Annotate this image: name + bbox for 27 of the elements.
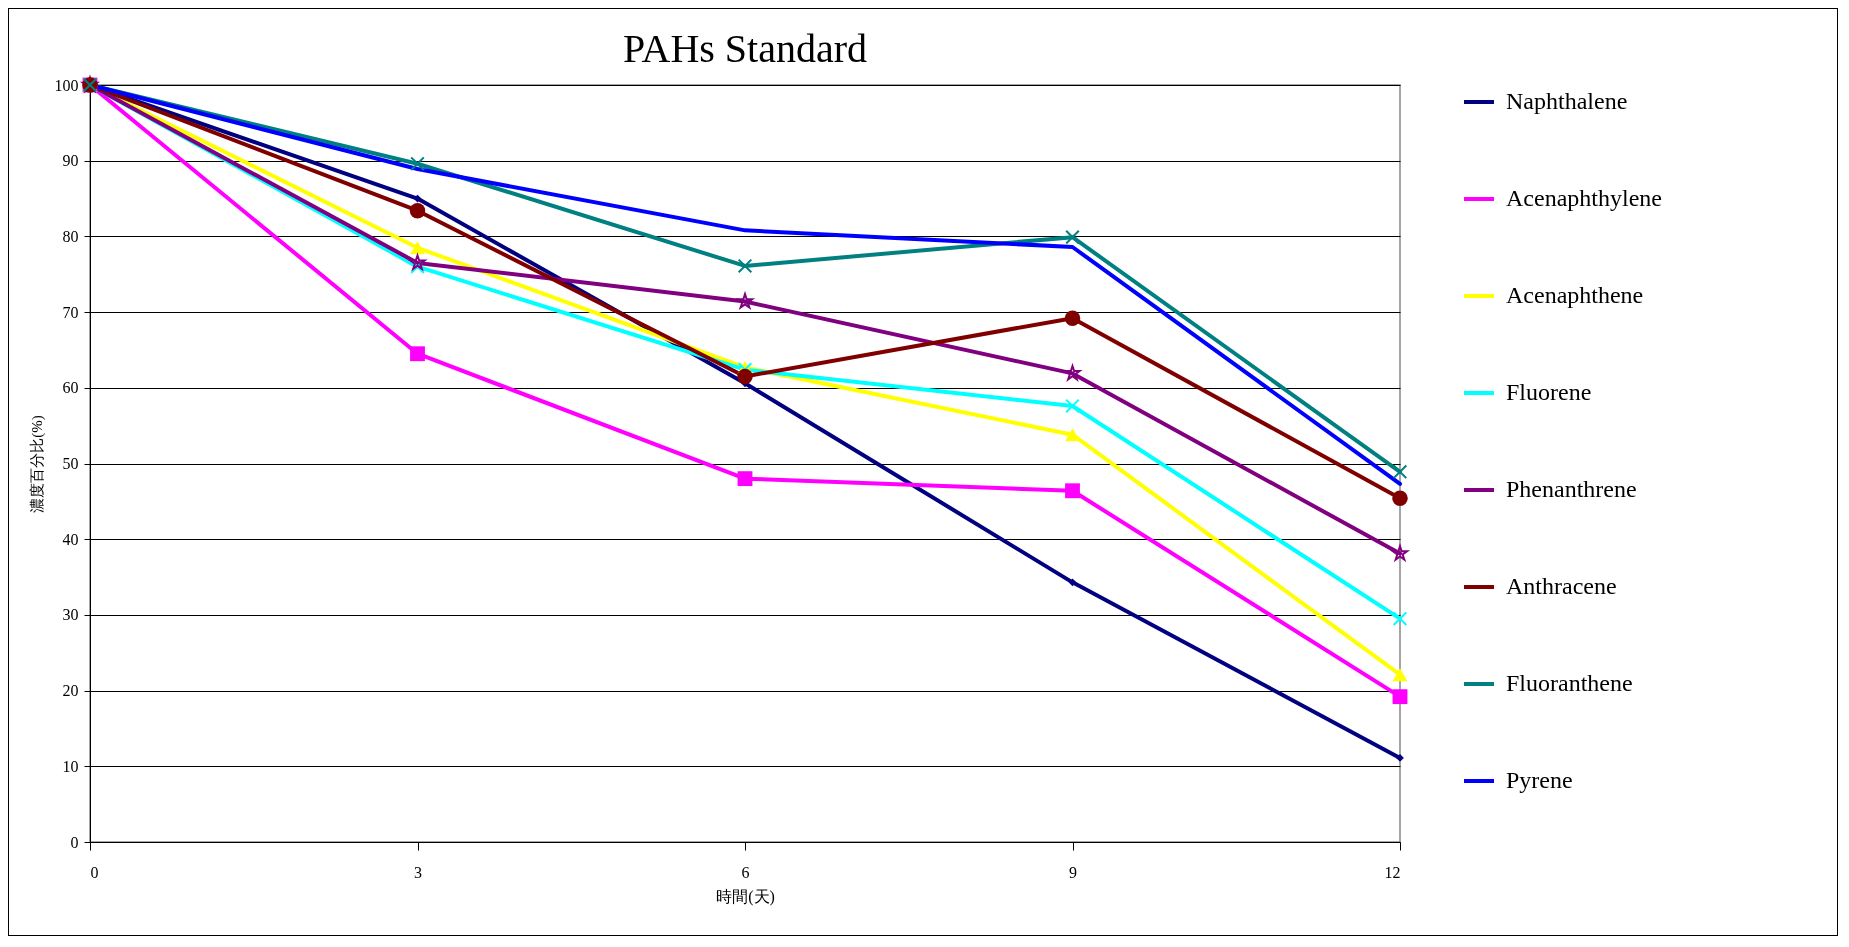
legend-label: Fluoranthene xyxy=(1506,670,1633,696)
legend-label: Acenaphthene xyxy=(1506,282,1644,308)
legend-label: Pyrene xyxy=(1506,767,1573,793)
y-tick-label: 50 xyxy=(62,455,79,472)
y-tick-label: 70 xyxy=(62,303,79,321)
x-tick-label: 0 xyxy=(90,863,99,881)
y-tick-label: 90 xyxy=(62,152,79,170)
x-tick-label: 12 xyxy=(1384,863,1401,881)
x-tick-label: 9 xyxy=(1069,863,1077,881)
y-tick-label: 30 xyxy=(62,606,79,624)
y-tick-label: 100 xyxy=(54,76,79,94)
legend-label: Fluorene xyxy=(1506,379,1592,405)
y-tick-label: 60 xyxy=(62,379,79,397)
y-axis-title: 濃度百分比(%) xyxy=(28,415,46,513)
x-tick-label: 3 xyxy=(414,863,422,881)
legend-label: Anthracene xyxy=(1506,573,1617,599)
y-tick-label: 80 xyxy=(62,227,79,245)
x-axis-title: 時間(天) xyxy=(716,887,775,906)
y-tick-label: 20 xyxy=(62,682,79,700)
legend-label: Acenaphthylene xyxy=(1506,185,1662,211)
chart-title: PAHs Standard xyxy=(622,25,868,71)
y-tick-label: 10 xyxy=(62,757,79,775)
legend-label: Phenanthrene xyxy=(1506,476,1637,502)
legend-label: Naphthalene xyxy=(1506,88,1628,114)
x-tick-label: 6 xyxy=(741,863,750,881)
y-tick-label: 40 xyxy=(62,530,79,548)
y-tick-label: 0 xyxy=(70,833,79,851)
